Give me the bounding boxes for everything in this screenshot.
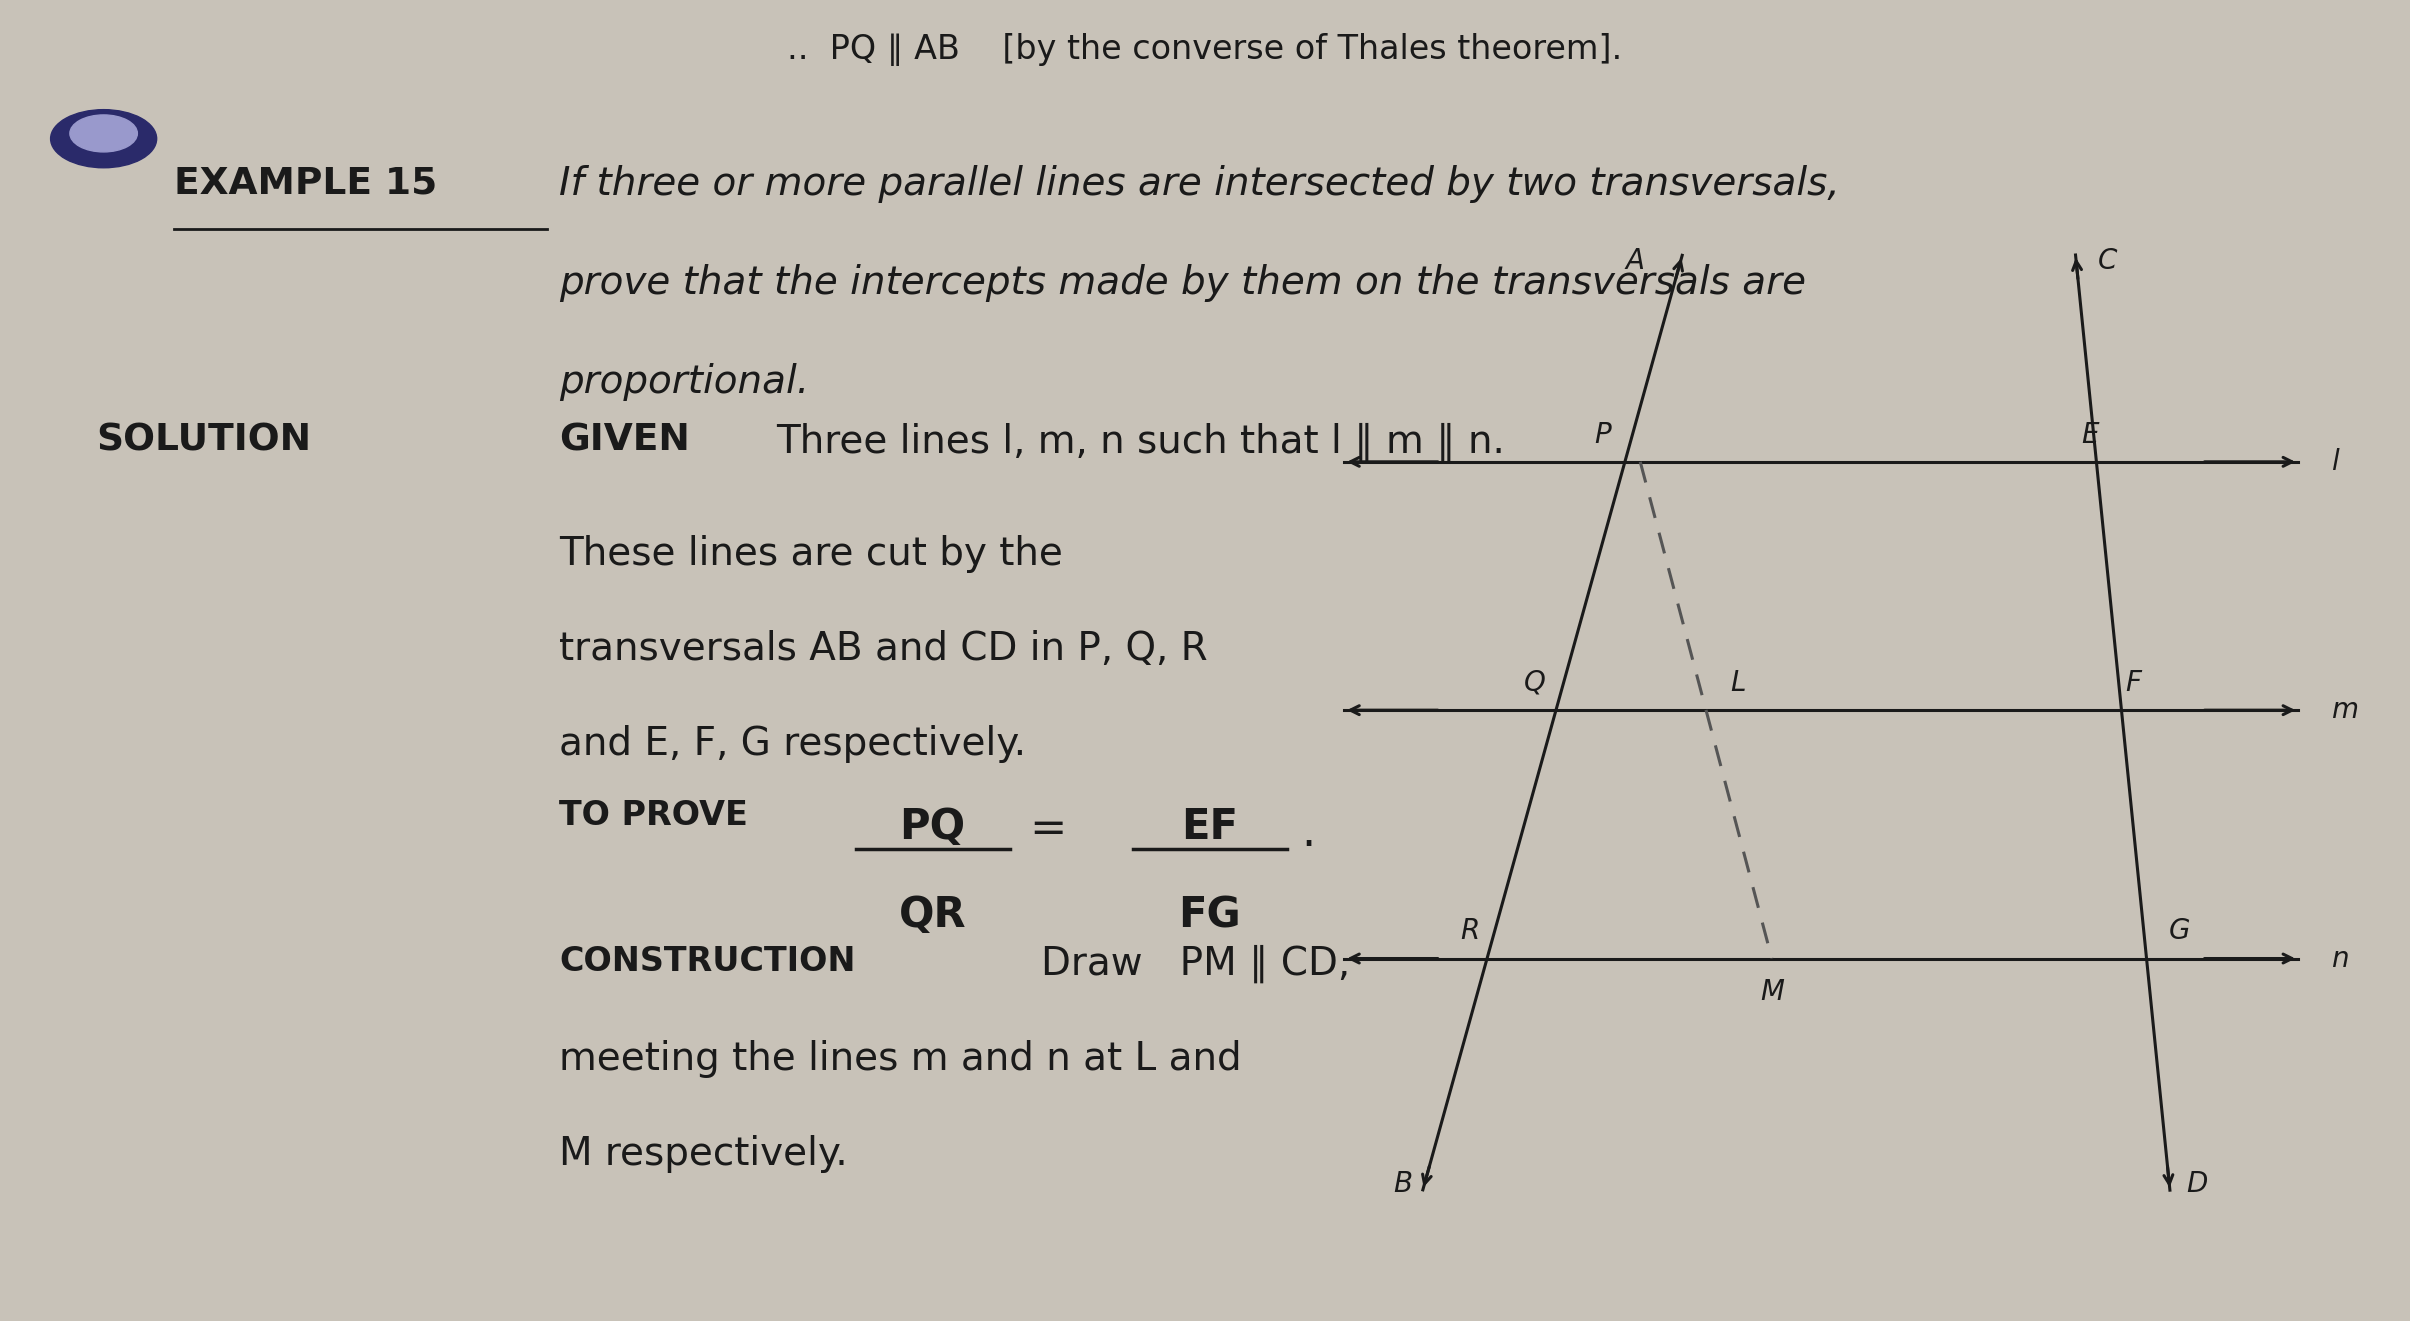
Text: EF: EF (1181, 806, 1239, 848)
Text: D: D (2186, 1170, 2208, 1198)
Text: and E, F, G respectively.: and E, F, G respectively. (559, 725, 1027, 764)
Text: M: M (1759, 979, 1783, 1007)
Text: transversals AB and CD in P, Q, R: transversals AB and CD in P, Q, R (559, 630, 1207, 668)
Text: l: l (2330, 448, 2338, 476)
Text: B: B (1393, 1170, 1412, 1198)
Text: ..  PQ ∥ AB    [by the converse of Thales theorem].: .. PQ ∥ AB [by the converse of Thales th… (788, 33, 1622, 66)
Text: m: m (2330, 696, 2357, 724)
Text: E: E (2082, 420, 2099, 449)
Text: C: C (2099, 247, 2118, 275)
Text: n: n (2330, 945, 2350, 972)
Text: Q: Q (1523, 668, 1545, 697)
Text: CONSTRUCTION: CONSTRUCTION (559, 945, 856, 978)
Circle shape (51, 110, 157, 168)
Text: Draw   PM ∥ CD,: Draw PM ∥ CD, (1041, 945, 1350, 983)
Text: F: F (2126, 668, 2140, 697)
Text: prove that the intercepts made by them on the transversals are: prove that the intercepts made by them o… (559, 264, 1805, 303)
Text: L: L (1730, 668, 1745, 697)
Text: EXAMPLE 15: EXAMPLE 15 (174, 165, 436, 201)
Circle shape (70, 115, 137, 152)
Text: PQ: PQ (899, 806, 966, 848)
Text: proportional.: proportional. (559, 363, 810, 402)
Text: If three or more parallel lines are intersected by two transversals,: If three or more parallel lines are inte… (559, 165, 1839, 203)
Text: These lines are cut by the: These lines are cut by the (559, 535, 1063, 573)
Text: G: G (2169, 917, 2191, 946)
Text: SOLUTION: SOLUTION (96, 423, 311, 458)
Text: TO PROVE: TO PROVE (559, 799, 747, 832)
Text: Three lines l, m, n such that l ∥ m ∥ n.: Three lines l, m, n such that l ∥ m ∥ n. (776, 423, 1504, 461)
Text: FG: FG (1178, 894, 1241, 937)
Text: GIVEN: GIVEN (559, 423, 689, 458)
Text: QR: QR (899, 894, 966, 937)
Text: M respectively.: M respectively. (559, 1135, 848, 1173)
Text: meeting the lines m and n at L and: meeting the lines m and n at L and (559, 1040, 1241, 1078)
Text: A: A (1624, 247, 1644, 275)
Text: .: . (1301, 812, 1316, 855)
Text: =: = (1029, 808, 1068, 851)
Text: P: P (1595, 420, 1612, 449)
Text: R: R (1460, 917, 1480, 946)
